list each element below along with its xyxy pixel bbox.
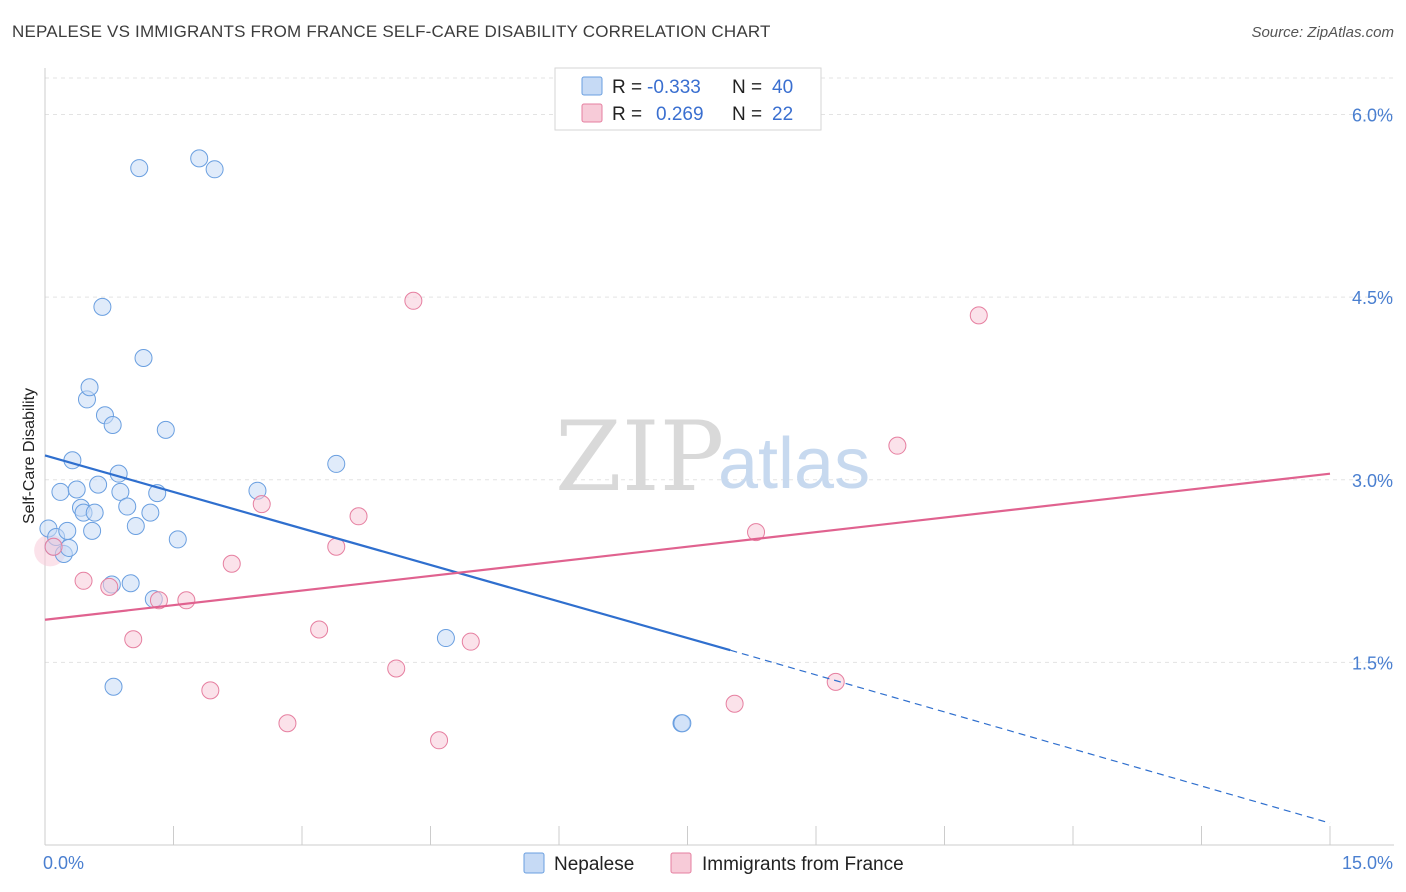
x-tick-label-0: 0.0% [43,853,84,873]
point-s1-16 [461,632,480,651]
point-s1-9 [278,714,297,733]
watermark-zip: ZIP [555,401,724,513]
legend-r-value-1: 0.269 [656,104,704,125]
bottom-legend-france: Immigrants from France [702,854,904,875]
watermark: ZIP atlas [555,401,870,513]
point-s1-2 [100,577,119,596]
point-s1-10 [310,620,329,639]
legend-r-label-1: R = [612,104,642,125]
watermark-atlas: atlas [718,424,870,504]
point-s0-24 [126,517,145,536]
point-s0-8 [67,480,86,499]
point-s1-3 [124,630,143,649]
point-s0-23 [118,497,137,516]
chart-title: NEPALESE VS IMMIGRANTS FROM FRANCE SELF-… [12,22,771,41]
point-s0-5 [58,521,77,540]
trend-line-dashed-0 [730,649,1331,824]
point-s1-14 [404,291,423,310]
point-s1-6 [201,681,220,700]
point-s0-32 [190,149,209,168]
trend-line-1 [44,472,1331,621]
legend-swatch-france [581,103,603,123]
point-s0-19 [103,415,122,434]
point-s0-39 [121,574,140,593]
point-s1-17 [725,694,744,713]
point-s0-26 [134,349,153,368]
legend-swatch-nepalese [581,76,603,96]
bottom-legend-nepalese: Nepalese [554,854,634,875]
point-s1-15 [430,731,449,750]
point-s0-13 [83,521,102,540]
point-s0-20 [104,677,123,696]
point-s1-13 [387,659,406,678]
point-s0-25 [130,159,149,178]
point-s0-16 [93,297,112,316]
point-s1-20 [888,436,907,455]
point-s0-36 [436,629,455,648]
point-s1-7 [222,554,241,573]
point-s1-1 [74,571,93,590]
point-s0-15 [89,475,108,494]
point-s0-7 [63,451,82,470]
point-s0-38 [673,714,692,733]
point-s1-0 [44,537,63,556]
bottom-legend-swatch-france [670,852,692,874]
legend-n-value-1: 22 [772,104,793,125]
point-s0-22 [111,482,130,501]
tick-labels: 1.5% 3.0% 4.5% 6.0% 0.0% 15.0% [43,106,1393,873]
point-s0-35 [327,454,346,473]
stats-legend: R = -0.333 N = 40 R = 0.269 N = 22 [554,67,822,131]
point-s0-33 [205,160,224,179]
chart-source: Source: ZipAtlas.com [1251,24,1394,41]
y-tick-label-3: 6.0% [1352,106,1393,126]
trend-line-0 [44,454,731,652]
point-s1-4 [149,591,168,610]
point-s0-14 [85,503,104,522]
y-tick-label-2: 4.5% [1352,288,1393,308]
point-s1-19 [826,672,845,691]
point-s1-8 [252,495,271,514]
point-s0-12 [80,378,99,397]
y-tick-label-0: 1.5% [1352,653,1393,673]
y-tick-label-1: 3.0% [1352,471,1393,491]
legend-n-value-0: 40 [772,77,793,98]
legend-r-value-0: -0.333 [647,77,701,98]
point-s1-12 [349,507,368,526]
point-s0-30 [156,420,175,439]
axes [44,68,1394,846]
grid-lines [45,77,1394,663]
point-s1-21 [969,306,988,325]
point-s0-6 [59,538,78,557]
point-s1-5 [177,591,196,610]
legend-r-label-0: R = [612,77,642,98]
y-axis-label: Self-Care Disability [21,388,38,524]
point-s0-27 [141,503,160,522]
legend-n-label-1: N = [732,104,762,125]
point-s0-3 [51,482,70,501]
trend-lines [44,454,1331,824]
legend-n-label-0: N = [732,77,762,98]
x-tick-label-1: 15.0% [1342,853,1393,873]
point-s1-18 [747,523,766,542]
point-s0-31 [168,530,187,549]
bottom-legend: Nepalese Immigrants from France [523,852,904,875]
bottom-legend-swatch-nepalese [523,852,545,874]
